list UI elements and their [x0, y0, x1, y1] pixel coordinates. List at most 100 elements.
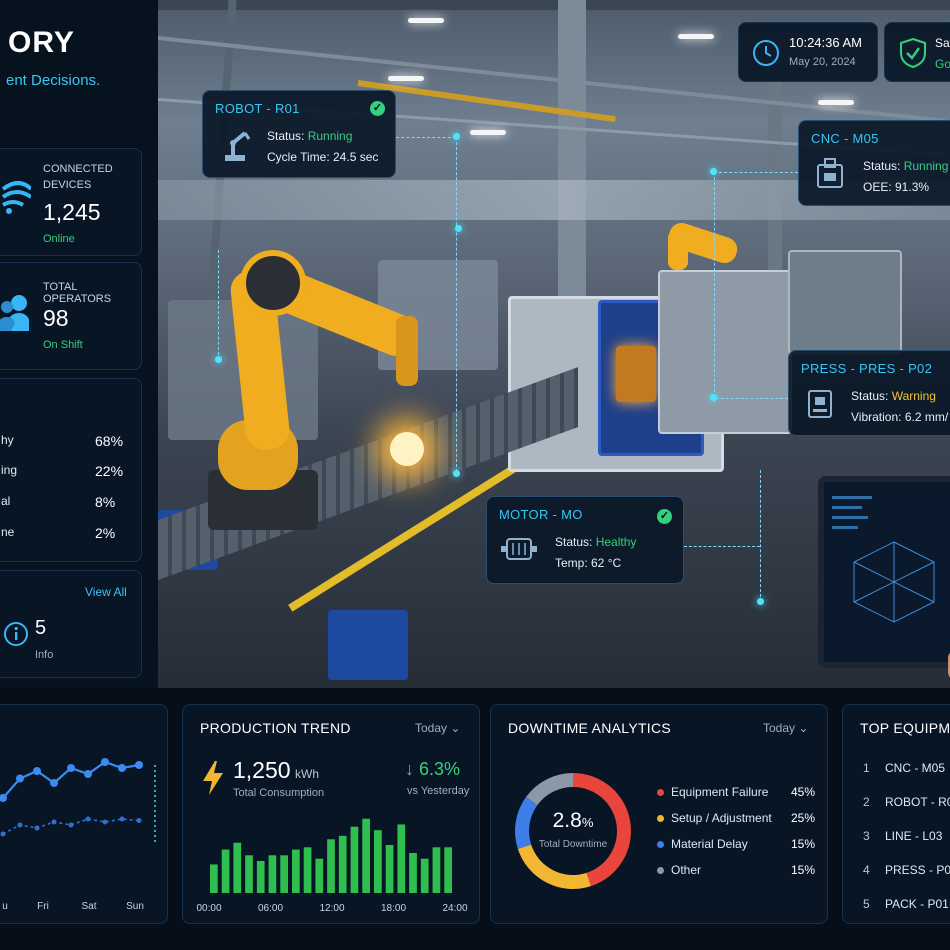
weekly-line-chart: u Fri Sat Sun [0, 758, 156, 912]
downtime-period-select[interactable]: Today ⌄ [763, 721, 809, 735]
wifi-icon [1, 175, 33, 220]
robot-title: ROBOT - R01 [215, 101, 300, 116]
motor-icon [501, 535, 537, 566]
monitor-display [818, 476, 950, 668]
press-p02-callout[interactable]: PRESS - PRES - P02 Status: Warning Vibra… [788, 350, 950, 436]
production-bar [327, 839, 335, 893]
equipment-name: CNC - M05 [885, 761, 946, 775]
motor-status: Healthy [595, 535, 637, 549]
equipment-row[interactable]: 1 CNC - M05 [843, 761, 950, 781]
donut-slice [517, 844, 591, 889]
factory-floor-image [158, 0, 950, 688]
check-icon: ✓ [370, 101, 385, 116]
equipment-row[interactable]: 4 PRESS - P02 [843, 863, 950, 883]
equipment-rank: 2 [863, 795, 870, 809]
cnc-status: Running [903, 159, 949, 173]
clock-card: 10:24:36 AM May 20, 2024 [738, 22, 878, 82]
downtime-center-label: Total Downtime [538, 839, 608, 850]
weekly-point [51, 819, 57, 825]
safety-status: Go [935, 57, 950, 71]
motor-callout[interactable]: MOTOR - MO ✓ Status: Healthy Temp: 62 °C [486, 496, 684, 584]
production-bar [268, 855, 277, 893]
downtime-title: DOWNTIME ANALYTICS [508, 720, 672, 736]
total-operators-card: TOTAL OPERATORS 98 On Shift [0, 262, 142, 370]
weekly-point [118, 764, 126, 772]
downtime-legend-value: 15% [791, 837, 816, 851]
donut-slice [526, 773, 573, 806]
motor-temp: Temp: 62 °C [555, 556, 622, 570]
weekly-point [16, 774, 24, 783]
equipment-row[interactable]: 2 ROBOT - R01 [843, 795, 950, 815]
weekly-point [17, 822, 23, 828]
cnc-status-label: Status: [863, 159, 904, 173]
weekly-x-tick: Fri [37, 901, 49, 912]
production-unit: kWh [295, 767, 320, 781]
weekly-point [84, 770, 92, 778]
clock-date: May 20, 2024 [789, 56, 856, 68]
downtime-legend-value: 25% [791, 811, 816, 825]
legend-dot [657, 789, 664, 796]
safety-label: Saf [935, 36, 950, 50]
production-bar [350, 826, 359, 893]
cnc-title: CNC - M05 [811, 131, 879, 146]
view-all-link[interactable]: View All [85, 585, 127, 599]
production-bar [374, 830, 382, 893]
clock-time: 10:24:36 AM [789, 35, 862, 50]
health-label-3: ne [1, 525, 15, 539]
info-label: Info [35, 649, 54, 661]
production-bar [280, 855, 288, 893]
downtime-center-unit: % [581, 815, 594, 830]
top-equipment-title: TOP EQUIPMENT [860, 720, 950, 736]
chevron-down-icon: ⌄ [450, 721, 461, 735]
production-bar [303, 847, 312, 893]
production-x-tick: 06:00 [258, 903, 283, 914]
weekly-point [34, 825, 40, 831]
production-bar [256, 861, 265, 893]
lightning-icon [201, 761, 225, 800]
downtime-legend-label: Setup / Adjustment [671, 811, 772, 825]
production-trend-card: PRODUCTION TREND Today ⌄ 1,250 kWh Total… [182, 704, 480, 924]
weekly-trend-card: u Fri Sat Sun [0, 704, 168, 924]
weekly-point [119, 816, 125, 822]
weekly-x-tick: u [2, 901, 8, 912]
devices-label-2: DEVICES [43, 179, 92, 191]
equipment-rank: 3 [863, 829, 870, 843]
downtime-analytics-card: DOWNTIME ANALYTICS Today ⌄ 2.8% Total Do… [490, 704, 828, 924]
equipment-rank: 1 [863, 761, 870, 775]
production-sub: Total Consumption [233, 787, 325, 799]
production-bar-chart: 00:00 06:00 12:00 18:00 24:00 [196, 818, 468, 914]
press-status-label: Status: [851, 389, 892, 403]
production-bar [420, 858, 429, 893]
weekly-point [0, 831, 6, 837]
weekly-point [102, 819, 108, 825]
robot-arm-icon [221, 125, 251, 168]
production-bar [292, 849, 300, 893]
production-bar [432, 847, 441, 893]
weekly-point [50, 779, 58, 787]
production-bar [245, 855, 253, 893]
devices-label-1: CONNECTED [43, 163, 113, 175]
operators-label: TOTAL OPERATORS [43, 281, 112, 305]
cnc-m05-callout[interactable]: CNC - M05 Status: Running OEE: 91.3% [798, 120, 950, 206]
press-status: Warning [891, 389, 936, 403]
weekly-series-line [2, 818, 140, 835]
operators-value: 98 [43, 305, 69, 331]
production-x-tick: 24:00 [442, 903, 467, 914]
production-bar [444, 847, 452, 893]
weekly-point [136, 818, 142, 823]
downtime-center-value: 2.8 [552, 809, 582, 832]
equipment-row[interactable]: 5 PACK - P01 [843, 897, 950, 917]
production-period-select[interactable]: Today ⌄ [415, 721, 461, 735]
downtime-legend-value: 45% [791, 785, 816, 799]
production-value: 1,250 [233, 757, 291, 783]
info-count: 5 [35, 617, 47, 639]
equipment-rank: 4 [863, 863, 870, 877]
equipment-row[interactable]: 3 LINE - L03 [843, 829, 950, 849]
weekly-point [135, 761, 143, 769]
production-bar [210, 864, 218, 893]
robot-r01-callout[interactable]: ROBOT - R01 ✓ Status: Running Cycle Time… [202, 90, 396, 178]
downtime-legend-value: 15% [791, 863, 816, 877]
downtime-legend-label: Other [671, 863, 702, 877]
page-title: ORY [8, 26, 75, 59]
weekly-point [0, 794, 7, 802]
